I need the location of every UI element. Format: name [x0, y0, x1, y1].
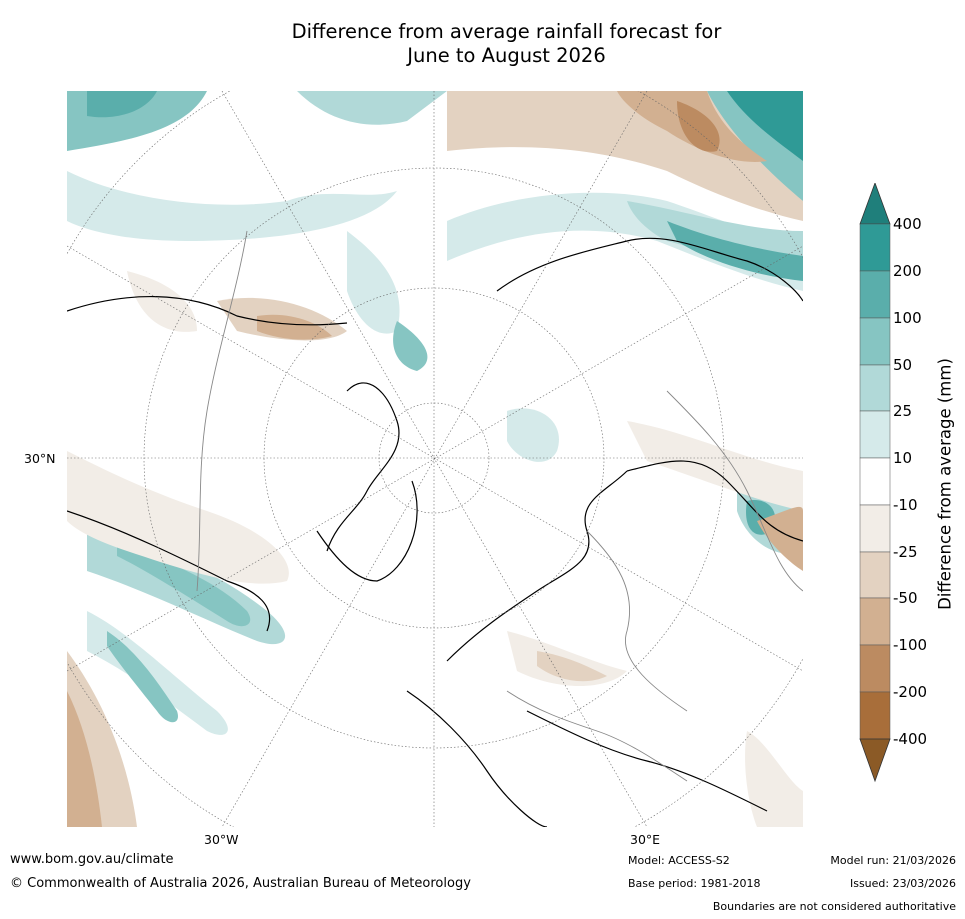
country-borders	[196, 230, 803, 782]
latitude-label-30n: 30°N	[24, 451, 56, 466]
colorbar-band	[859, 317, 891, 366]
colorbar-tick-50: 50	[893, 356, 913, 374]
colorbar-tick-neg400: -400	[893, 730, 928, 748]
colorbar-band	[859, 410, 891, 459]
footer-disclaimer: Boundaries are not considered authoritat…	[712, 900, 956, 913]
title-line-2: June to August 2026	[407, 44, 606, 67]
colorbar-tick-neg100: -100	[893, 636, 928, 654]
map-canvas	[67, 91, 803, 827]
footer-issued: Issued: 23/03/2026	[849, 877, 956, 890]
footer-copyright: © Commonwealth of Australia 2026, Austra…	[10, 876, 471, 891]
colorbar-tick-100: 100	[893, 309, 922, 327]
colorbar-title: Difference from average (mm)	[935, 358, 955, 610]
colorbar-svg	[859, 181, 891, 783]
colorbar-tick-25: 25	[893, 402, 913, 420]
title-line-1: Difference from average rainfall forecas…	[291, 20, 722, 43]
colorbar-band	[859, 457, 891, 506]
footer-model-run: Model run: 21/03/2026	[830, 854, 956, 867]
colorbar-band	[859, 551, 891, 599]
graticule	[67, 91, 803, 827]
colorbar-band	[859, 504, 891, 553]
longitude-label-30w: 30°W	[204, 832, 239, 847]
colorbar-bottom-arrow	[859, 738, 891, 783]
colorbar-tick-neg200: -200	[893, 683, 928, 701]
colorbar-band	[859, 270, 891, 319]
colorbar-tick-neg50: -50	[893, 589, 918, 607]
coastlines	[67, 237, 803, 827]
footer-website[interactable]: www.bom.gov.au/climate	[10, 852, 174, 867]
colorbar-band	[859, 364, 891, 412]
rainfall-anomaly-map[interactable]	[67, 91, 803, 827]
colorbar-band	[859, 691, 891, 740]
footer-model: Model: ACCESS-S2	[628, 854, 730, 867]
colorbar-tick-400: 400	[893, 215, 922, 233]
wetter-regions	[67, 91, 803, 735]
drier-regions	[67, 91, 803, 827]
colorbar-tick-neg25: -25	[893, 543, 918, 561]
longitude-label-30e: 30°E	[630, 832, 661, 847]
map-title: Difference from average rainfall forecas…	[0, 20, 965, 68]
colorbar-band	[859, 223, 891, 272]
colorbar-tick-neg10: -10	[893, 496, 918, 514]
colorbar-band	[859, 644, 891, 693]
colorbar-band	[859, 597, 891, 646]
colorbar-top-arrow	[859, 181, 891, 225]
colorbar-tick-200: 200	[893, 262, 922, 280]
colorbar-tick-10: 10	[893, 449, 913, 467]
colorbar	[858, 181, 892, 787]
footer-base-period: Base period: 1981-2018	[628, 877, 761, 890]
